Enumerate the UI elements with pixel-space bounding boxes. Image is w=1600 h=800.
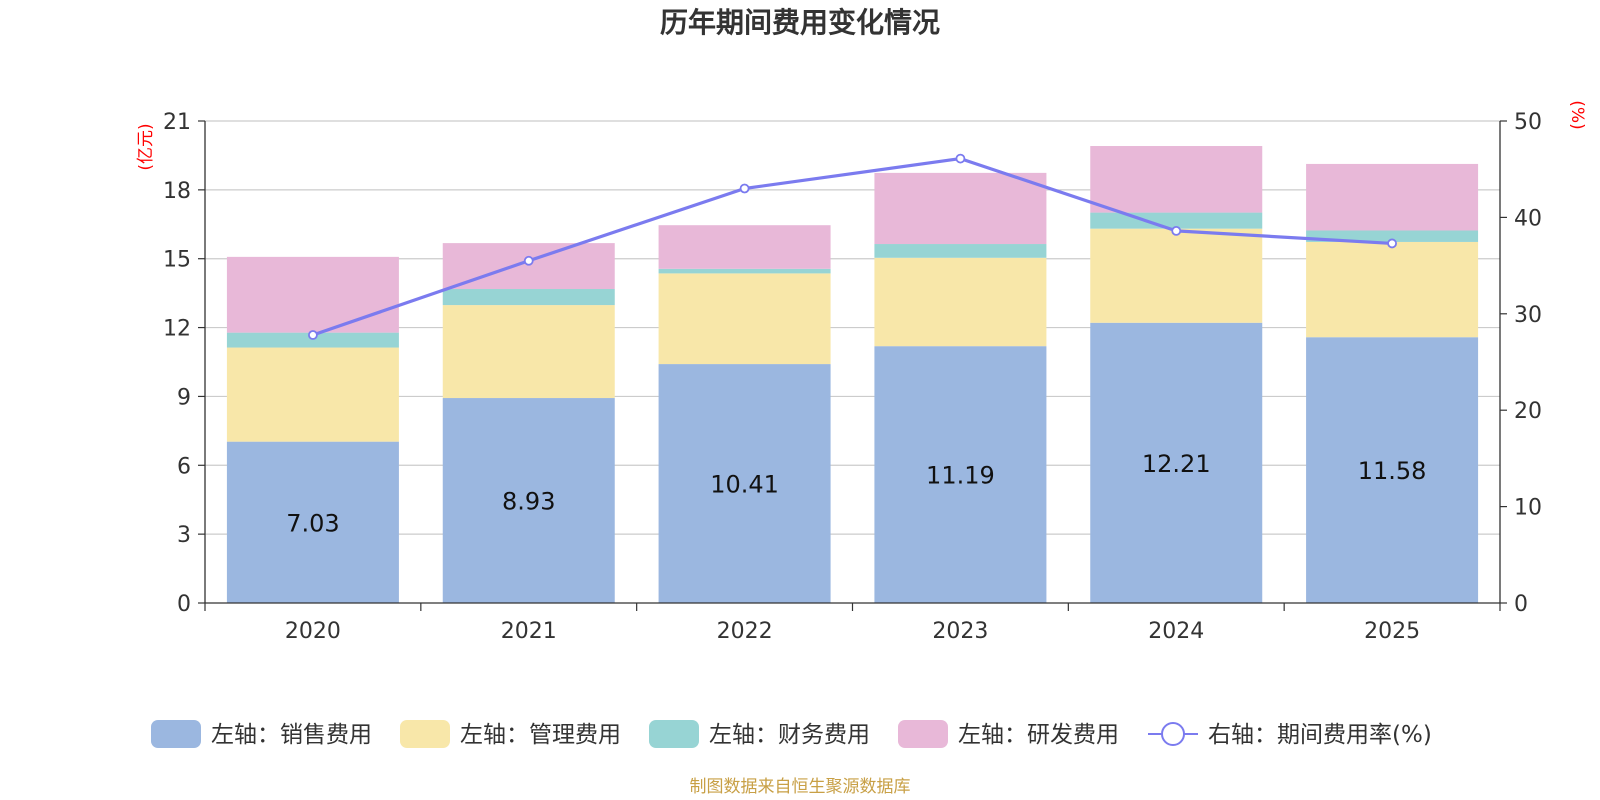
x-tick-label: 2023 xyxy=(932,619,988,644)
bar-segment xyxy=(658,268,831,274)
left-tick-label: 18 xyxy=(163,179,191,204)
bar-segment xyxy=(874,172,1047,245)
rate-line-point xyxy=(955,153,966,164)
right-tick-label: 30 xyxy=(1514,303,1542,328)
left-tick-label: 21 xyxy=(163,110,191,135)
legend-swatch xyxy=(898,720,948,748)
legend-label: 右轴：期间费用率(%) xyxy=(1208,722,1432,748)
legend: 左轴：销售费用 左轴：管理费用 左轴：财务费用 左轴：研发费用 右轴：期间费用率(%) xyxy=(151,720,1432,748)
bar-segment xyxy=(226,347,399,442)
right-tick-label: 10 xyxy=(1514,496,1542,521)
bar-segment xyxy=(874,257,1047,347)
bar-value-label: 12.21 xyxy=(1142,450,1211,478)
legend-label: 左轴：管理费用 xyxy=(460,722,621,748)
rate-line-point xyxy=(523,255,534,266)
bar-segment xyxy=(1090,146,1263,213)
bar-segment xyxy=(1306,241,1479,338)
left-tick-label: 0 xyxy=(177,592,191,617)
chart-title: 历年期间费用变化情况 xyxy=(660,6,940,39)
right-tick-label: 40 xyxy=(1514,206,1542,231)
bar-segment xyxy=(1306,337,1479,603)
x-tick-label: 2022 xyxy=(717,619,773,644)
bar-segment xyxy=(442,398,615,603)
legend-swatch xyxy=(400,720,450,748)
legend-label: 左轴：研发费用 xyxy=(958,722,1119,748)
right-tick-label: 0 xyxy=(1514,592,1528,617)
legend-swatch xyxy=(151,720,201,748)
bar-segment xyxy=(658,273,831,365)
bar-segment xyxy=(658,364,831,603)
right-tick-label: 50 xyxy=(1514,110,1542,135)
bar-value-label: 11.19 xyxy=(926,462,995,490)
bar-segment xyxy=(442,305,615,399)
bar-segment xyxy=(1090,228,1263,323)
bar-segment xyxy=(442,289,615,306)
bar-value-label: 10.41 xyxy=(710,471,779,499)
rate-line-path xyxy=(312,156,1393,337)
bar-segment xyxy=(226,256,399,333)
rate-line-point xyxy=(1387,238,1397,249)
left-tick-label: 9 xyxy=(177,385,191,410)
rate-line-point xyxy=(1171,225,1182,236)
bar-segment xyxy=(874,346,1047,603)
axes: 0 3 6 9 12 15 18 21 0 10 20 30 40 50 (亿元) (%) 2020 2021 20… xyxy=(136,100,1587,644)
bar-segment xyxy=(1306,163,1479,231)
bar-segment xyxy=(658,225,831,269)
x-tick-label: 2024 xyxy=(1148,619,1204,644)
bar-segment xyxy=(226,441,399,603)
left-tick-label: 15 xyxy=(163,248,191,273)
bars: 7.03 8.93 10.41 11.19 12.21 11.58 xyxy=(226,146,1479,603)
left-tick-label: 12 xyxy=(163,317,191,342)
rate-line xyxy=(308,153,1397,340)
right-axis-unit: (%) xyxy=(1567,100,1587,129)
grid-lines xyxy=(205,120,1500,535)
legend-swatch xyxy=(649,720,699,748)
left-tick-label: 3 xyxy=(177,523,191,548)
bar-value-label: 7.03 xyxy=(286,509,339,537)
legend-label: 左轴：销售费用 xyxy=(211,722,372,748)
x-tick-label: 2021 xyxy=(501,619,557,644)
legend-marker xyxy=(1161,722,1185,746)
right-tick-label: 20 xyxy=(1514,399,1542,424)
x-tick-label: 2020 xyxy=(285,619,341,644)
x-tick-label: 2025 xyxy=(1364,619,1420,644)
bar-value-label: 8.93 xyxy=(502,488,555,516)
source-note: 制图数据来自恒生聚源数据库 xyxy=(690,777,911,797)
rate-line-point xyxy=(739,183,750,194)
bar-segment xyxy=(1306,230,1479,242)
rate-line-point xyxy=(308,330,318,340)
legend-label: 左轴：财务费用 xyxy=(709,722,870,748)
bar-segment xyxy=(1090,322,1263,603)
left-tick-label: 6 xyxy=(177,454,191,479)
bar-segment xyxy=(874,244,1047,258)
left-axis-unit: (亿元) xyxy=(136,123,156,170)
bar-value-label: 11.58 xyxy=(1358,457,1427,485)
bar-segment xyxy=(226,332,399,348)
